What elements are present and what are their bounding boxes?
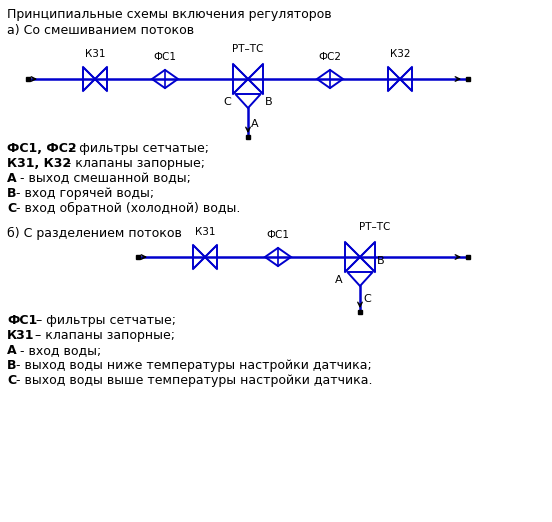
- Text: А: А: [251, 119, 259, 129]
- Text: - вход воды;: - вход воды;: [16, 344, 101, 357]
- Text: – фильтры сетчатые;: – фильтры сетчатые;: [65, 142, 209, 155]
- Text: РТ–ТС: РТ–ТС: [359, 222, 391, 232]
- Text: В: В: [265, 97, 273, 107]
- Text: А: А: [336, 275, 343, 285]
- Text: – фильтры сетчатые;: – фильтры сетчатые;: [32, 314, 176, 327]
- Text: - выход смешанной воды;: - выход смешанной воды;: [16, 172, 191, 185]
- Text: а) Со смешиванием потоков: а) Со смешиванием потоков: [7, 24, 194, 37]
- Text: - выход воды ниже температуры настройки датчика;: - выход воды ниже температуры настройки …: [16, 359, 371, 372]
- Text: К31, К32: К31, К32: [7, 157, 71, 170]
- Text: ФС2: ФС2: [319, 52, 342, 62]
- Text: ФС1, ФС2: ФС1, ФС2: [7, 142, 77, 155]
- Text: ФС1: ФС1: [267, 230, 289, 240]
- Text: К31: К31: [85, 49, 105, 59]
- Text: С: С: [363, 294, 371, 304]
- Text: – клапаны запорные;: – клапаны запорные;: [31, 329, 175, 342]
- Text: С: С: [223, 97, 231, 107]
- Text: - вход горячей воды;: - вход горячей воды;: [16, 187, 154, 200]
- Text: ФС1: ФС1: [7, 314, 37, 327]
- Text: А: А: [7, 172, 17, 185]
- Text: ФС1: ФС1: [153, 52, 177, 62]
- Text: В: В: [7, 187, 17, 200]
- Text: - вход обратной (холодной) воды.: - вход обратной (холодной) воды.: [16, 202, 240, 215]
- Text: С: С: [7, 374, 16, 387]
- Text: К31: К31: [195, 227, 215, 237]
- Text: К32: К32: [390, 49, 410, 59]
- Text: К31: К31: [7, 329, 34, 342]
- Text: РТ–ТС: РТ–ТС: [232, 44, 264, 54]
- Text: В: В: [377, 256, 385, 266]
- Text: б) С разделением потоков: б) С разделением потоков: [7, 227, 182, 240]
- Text: – клапаны запорные;: – клапаны запорные;: [61, 157, 205, 170]
- Text: В: В: [7, 359, 17, 372]
- Text: А: А: [7, 344, 17, 357]
- Text: - выход воды выше температуры настройки датчика.: - выход воды выше температуры настройки …: [16, 374, 373, 387]
- Text: С: С: [7, 202, 16, 215]
- Text: Принципиальные схемы включения регуляторов: Принципиальные схемы включения регулятор…: [7, 8, 332, 21]
